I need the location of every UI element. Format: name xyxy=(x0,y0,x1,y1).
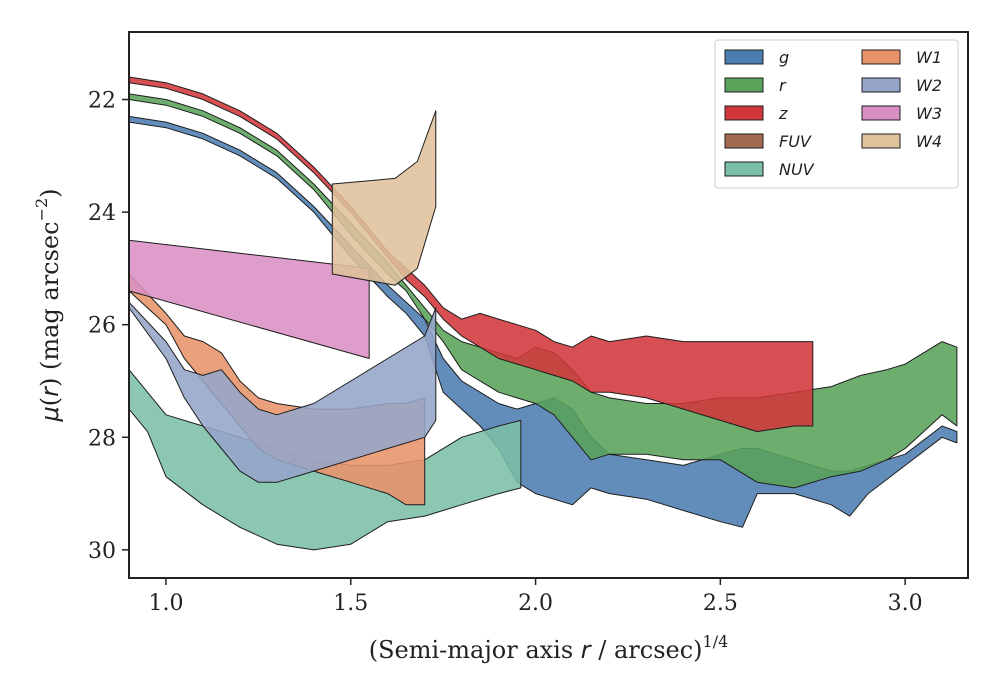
legend-swatch xyxy=(724,77,764,93)
band-w4 xyxy=(331,110,437,286)
legend-box xyxy=(714,39,959,189)
y-axis-label: μ(r) (mag arcsec−2) xyxy=(32,188,64,422)
legend-label: z xyxy=(778,104,788,123)
y-tick-label: 24 xyxy=(88,201,116,226)
x-tick-label: 1.0 xyxy=(148,591,183,616)
legend-item-w3: W3 xyxy=(861,104,942,123)
x-tick-label: 2.0 xyxy=(518,591,553,616)
band-w3 xyxy=(129,239,370,359)
legend-item-w4: W4 xyxy=(861,132,942,151)
legend-label: r xyxy=(779,76,787,95)
legend-label: FUV xyxy=(779,132,812,151)
legend-swatch xyxy=(861,77,901,93)
x-tick-label: 2.5 xyxy=(703,591,738,616)
legend-swatch xyxy=(724,49,764,65)
legend-label: W3 xyxy=(916,104,942,123)
legend: grz FUV NUV W1 W2 W3 W4 xyxy=(714,39,959,189)
series-layer xyxy=(129,76,958,551)
legend-item-r: r xyxy=(724,76,787,95)
legend-item-w1: W1 xyxy=(861,48,942,67)
x-tick-label: 3.0 xyxy=(888,591,923,616)
legend-swatch xyxy=(861,105,901,121)
legend-swatch xyxy=(724,133,764,149)
legend-swatch xyxy=(861,133,901,149)
x-axis: 1.0 1.5 2.0 2.5 3.0 xyxy=(148,578,923,616)
legend-item-w2: W2 xyxy=(861,76,942,95)
x-axis-label: (Semi-major axis r / arcsec)1/4 xyxy=(369,632,729,664)
legend-swatch xyxy=(861,49,901,65)
y-tick-label: 28 xyxy=(88,426,116,451)
legend-label: g xyxy=(779,48,789,67)
band-w2 xyxy=(129,301,437,483)
x-tick-label: 1.5 xyxy=(333,591,368,616)
legend-label: NUV xyxy=(779,160,815,179)
legend-swatch xyxy=(724,161,764,177)
legend-label: W1 xyxy=(916,48,942,67)
y-tick-label: 26 xyxy=(88,314,116,339)
legend-swatch xyxy=(724,105,764,121)
legend-label: W2 xyxy=(916,76,942,95)
y-axis: 22 24 26 28 30 xyxy=(88,89,129,564)
legend-item-fuv: FUV xyxy=(724,132,812,151)
legend-item-z: z xyxy=(724,104,788,123)
plot-frame xyxy=(128,31,969,579)
band-g xyxy=(129,115,958,528)
legend-item-g: g xyxy=(724,48,789,67)
legend-label: W4 xyxy=(916,132,942,151)
y-tick-label: 22 xyxy=(88,89,116,114)
y-tick-label: 30 xyxy=(88,539,116,564)
legend-item-nuv: NUV xyxy=(724,160,815,179)
